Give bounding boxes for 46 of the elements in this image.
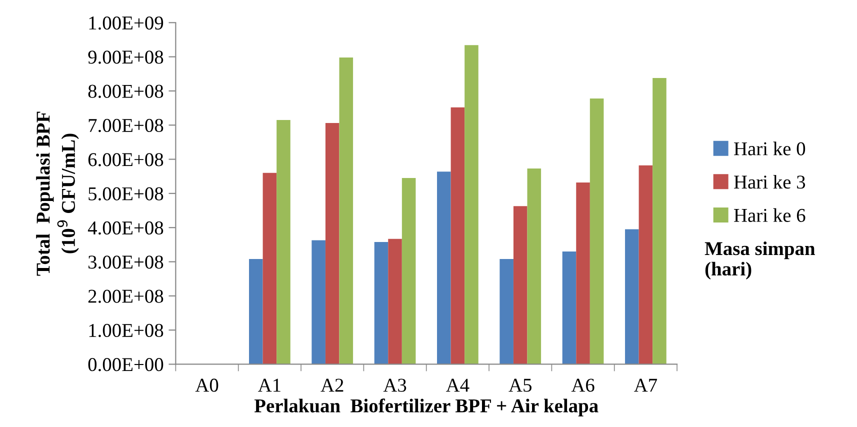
bar bbox=[437, 172, 451, 364]
bar bbox=[513, 206, 528, 364]
y-tick-label: 7.00E+08 bbox=[88, 118, 164, 132]
bar bbox=[249, 259, 263, 364]
legend-label: Hari ke 3 bbox=[734, 174, 806, 189]
legend-title: Masa simpan (hari) bbox=[704, 241, 816, 280]
bar bbox=[402, 178, 416, 364]
x-tick-label: A4 bbox=[446, 378, 470, 392]
bar bbox=[388, 238, 402, 364]
y-tick-label: 5.00E+08 bbox=[88, 187, 164, 200]
x-tick-label: A1 bbox=[258, 378, 280, 392]
x-tick-label: A6 bbox=[571, 378, 594, 392]
bar bbox=[625, 229, 639, 364]
bar bbox=[262, 172, 277, 364]
legend-label: Hari ke 6 bbox=[734, 208, 806, 222]
bar bbox=[527, 168, 542, 364]
y-tick-label: 8.00E+08 bbox=[88, 84, 164, 98]
bar bbox=[276, 120, 290, 364]
y-tick-label: 1.00E+08 bbox=[89, 324, 164, 338]
bar bbox=[312, 240, 326, 364]
y-tick-label: 2.00E+08 bbox=[88, 290, 164, 303]
bar bbox=[450, 107, 465, 364]
y-tick-label: 9.00E+08 bbox=[88, 50, 164, 64]
y-tick-label: 1.00E+09 bbox=[89, 16, 164, 30]
x-tick-label: A0 bbox=[195, 378, 218, 392]
x-tick-label: A7 bbox=[634, 378, 658, 392]
bar bbox=[325, 123, 340, 364]
y-tick-label: 3.00E+08 bbox=[88, 256, 164, 269]
legend-label: Hari ke 0 bbox=[734, 142, 806, 156]
bar bbox=[500, 259, 514, 364]
y-tick-label: 4.00E+08 bbox=[88, 221, 164, 235]
bar bbox=[638, 165, 653, 364]
bar bbox=[590, 98, 604, 364]
bar bbox=[464, 45, 478, 364]
y-tick-label: 6.00E+08 bbox=[88, 153, 164, 166]
bar bbox=[562, 252, 576, 364]
x-axis-title: Perlakuan Biofertilizer BPF + Air kelapa bbox=[254, 398, 598, 416]
x-tick-label: A5 bbox=[508, 378, 532, 392]
y-axis-title: Total Populasi BPF (10$^{9}$ CFU/mL) bbox=[36, 112, 79, 276]
bar bbox=[374, 242, 388, 364]
bar bbox=[339, 57, 354, 364]
bar bbox=[652, 78, 666, 364]
x-tick-label: A3 bbox=[383, 378, 406, 392]
y-tick-label: 0.00E+00 bbox=[88, 358, 164, 372]
bar bbox=[576, 182, 590, 364]
x-tick-label: A2 bbox=[320, 378, 344, 392]
